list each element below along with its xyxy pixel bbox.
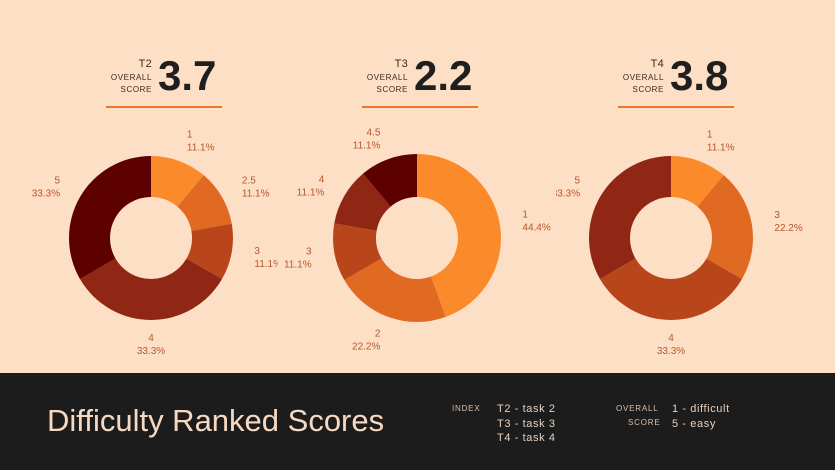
panel-t2: T2 OVERALL SCORE 3.7 1 11.1% 2.5 11.1% 3 11.1…: [0, 0, 278, 372]
overall-item: 1 - difficult: [672, 403, 730, 415]
donut-slice-4: [334, 173, 391, 231]
slice-value-label: 4.5: [366, 128, 380, 139]
donut-slice-2: [344, 258, 446, 322]
donut-slice-1: [417, 154, 501, 317]
overall-score-label: OVERALL SCORE: [366, 73, 408, 94]
donut-slice-2.5: [177, 175, 232, 231]
slice-value-label: 4: [319, 175, 325, 186]
score-header: T3 OVERALL SCORE 2.2: [362, 52, 478, 108]
overall-item: 5 - easy: [672, 418, 716, 430]
slice-value-label: 4: [668, 333, 674, 344]
slice-value-label: 2: [375, 329, 381, 340]
overall-score-value: 2.2: [414, 52, 473, 99]
score-label: SCORE: [628, 418, 661, 427]
donut-chart-t3: 1 44.4% 2 22.2% 3 11.1% 4 11.1% 4.5 11.1%: [284, 128, 551, 353]
slice-percent-label: 33.3%: [32, 189, 60, 200]
slice-value-label: 1: [707, 129, 713, 140]
panel-t3: T3 OVERALL SCORE 2.2 1 44.4% 2 22.2% 3 11.1% 4…: [278, 0, 556, 372]
slice-percent-label: 11.1%: [284, 260, 312, 271]
index-item: T4 - task 4: [497, 432, 556, 444]
slice-value-label: 5: [575, 176, 581, 187]
slice-percent-label: 44.4%: [522, 222, 550, 233]
donut-slice-5: [69, 156, 151, 279]
slice-percent-label: 33.3%: [556, 189, 580, 200]
page-title: Difficulty Ranked Scores: [47, 403, 385, 438]
donut-slice-4.5: [363, 154, 417, 207]
slice-percent-label: 11.1%: [353, 141, 381, 152]
slice-percent-label: 11.1%: [707, 142, 735, 153]
footer-bar: Difficulty Ranked Scores INDEX T2 - task…: [0, 373, 835, 470]
slice-value-label: 3: [774, 210, 780, 221]
donut-slice-3: [333, 223, 382, 280]
slice-percent-label: 11.1%: [242, 189, 270, 200]
donut-slice-5: [589, 156, 671, 279]
slice-percent-label: 33.3%: [657, 346, 685, 357]
slice-value-label: 3: [254, 246, 260, 257]
donut-slice-3: [697, 175, 753, 279]
slice-percent-label: 33.3%: [137, 346, 165, 357]
score-header: T4 OVERALL SCORE 3.8: [618, 52, 734, 108]
donut-chart-t4: 1 11.1% 3 22.2% 4 33.3% 5 33.3%: [556, 129, 803, 357]
task-id: T3: [394, 58, 408, 70]
overall-score-value: 3.8: [670, 52, 729, 99]
slice-value-label: 5: [55, 176, 61, 187]
index-item: T3 - task 3: [497, 418, 556, 430]
slice-percent-label: 11.1%: [187, 142, 215, 153]
slice-percent-label: 11.1%: [254, 259, 278, 270]
slice-value-label: 4: [148, 333, 154, 344]
slice-value-label: 3: [306, 247, 312, 258]
task-id: T4: [650, 58, 664, 70]
index-label: INDEX: [452, 404, 481, 413]
overall-label: OVERALL: [616, 404, 659, 413]
donut-slice-4: [599, 258, 743, 320]
slice-value-label: 2.5: [242, 176, 256, 187]
task-id: T2: [138, 58, 152, 70]
donut-slice-1: [671, 156, 724, 207]
score-header: T2 OVERALL SCORE 3.7: [106, 52, 222, 108]
donut-slice-1: [151, 156, 204, 207]
donut-slice-4: [79, 258, 223, 320]
overall-score-label: OVERALL SCORE: [110, 73, 152, 94]
slice-value-label: 1: [187, 129, 193, 140]
donut-chart-t2: 1 11.1% 2.5 11.1% 3 11.1% 4 33.3% 5 33.3%: [32, 129, 278, 357]
donut-slice-3: [186, 223, 233, 279]
overall-score-label: OVERALL SCORE: [622, 73, 664, 94]
slice-percent-label: 22.2%: [352, 342, 380, 353]
slice-value-label: 1: [522, 209, 528, 220]
slice-percent-label: 22.2%: [774, 223, 802, 234]
slice-percent-label: 11.1%: [297, 188, 325, 199]
panel-t4: T4 OVERALL SCORE 3.8 1 11.1% 3 22.2% 4 33.3% 5…: [556, 0, 834, 372]
index-item: T2 - task 2: [497, 403, 556, 415]
overall-score-value: 3.7: [158, 52, 217, 99]
